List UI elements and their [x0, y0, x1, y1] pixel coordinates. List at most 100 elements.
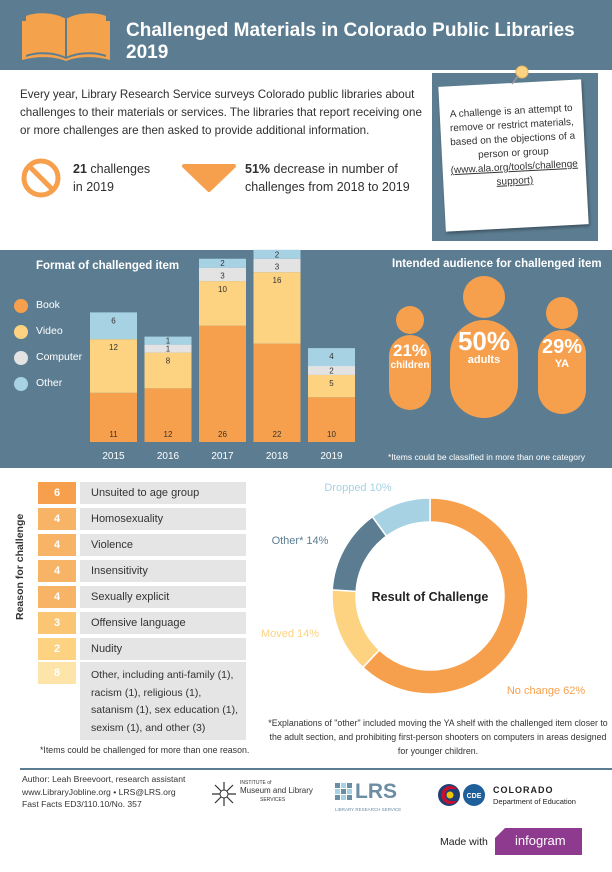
legend-item-other: Other: [14, 376, 94, 392]
fast-facts-id: Fast Facts ED3/110.10/No. 357: [22, 799, 142, 809]
bar-value-label: 3: [275, 263, 280, 272]
reason-label: Insensitivity: [80, 560, 246, 582]
person-head-icon: [463, 276, 505, 318]
reason-label: Offensive language: [80, 612, 246, 634]
donut-label-dropped: Dropped 10%: [324, 482, 391, 494]
challenges-year: in 2019: [73, 180, 115, 194]
imls-logo: INSTITUTE of Museum and Library SERVICES: [210, 780, 313, 810]
bar-segment-video-2016: [144, 352, 192, 389]
person-body-icon: [538, 330, 586, 414]
audience-label-children: children: [390, 360, 430, 371]
audience-pct-adults: 50%: [457, 326, 511, 356]
contact-links[interactable]: www.LibraryJobline.org • LRS@LRS.org: [22, 786, 176, 797]
reason-label-other: Other, including anti-family (1), racism…: [80, 662, 246, 740]
donut-label-no change: No change 62%: [507, 685, 585, 697]
bar-value-label: 5: [329, 379, 334, 388]
format-stacked-bar-chart: 11 12 6 2015 12 8 11 2016 26 10 3 2 2017 22 16 3 2 2018 10…: [90, 249, 355, 462]
bar-segment-other-2016: [144, 336, 192, 345]
donut-label-other: Other* 14%: [272, 535, 329, 547]
bar-segment-computer-2017: [199, 267, 246, 282]
bar-value-label: 2: [329, 366, 334, 375]
footer-divider: [20, 768, 612, 770]
reason-count: 3: [38, 612, 76, 634]
credits: Author: Leah Breevoort, research assista…: [22, 773, 185, 811]
x-tick-label-2019: 2019: [320, 451, 343, 462]
bar-value-label: 2: [275, 250, 280, 259]
audience-label-ya: YA: [554, 358, 570, 370]
x-tick-label-2015: 2015: [102, 451, 125, 462]
reason-label: Violence: [80, 534, 246, 556]
infogram-badge[interactable]: infogram: [495, 828, 582, 855]
reason-count: 4: [38, 534, 76, 556]
open-book-icon: [22, 13, 110, 61]
legend-item-video: Video: [14, 324, 94, 340]
page-title: Challenged Materials in Colorado Public …: [126, 20, 575, 63]
reason-row: 6 Unsuited to age group: [38, 482, 246, 504]
bar-segment-other-2015: [90, 312, 137, 340]
bar-segment-book-2018: [253, 343, 301, 442]
donut-center-title: Result of Challenge: [372, 590, 489, 604]
person-head-icon: [546, 297, 578, 329]
bar-segment-book-2017: [199, 325, 246, 442]
bar-value-label: 3: [220, 272, 225, 281]
reason-label: Unsuited to age group: [80, 482, 246, 504]
audience-pct-children: 21%: [392, 341, 428, 360]
reason-label: Nudity: [80, 638, 246, 660]
made-with-label: Made with: [440, 836, 488, 848]
imls-starburst-icon: [212, 782, 236, 806]
legend-item-computer: Computer: [14, 350, 94, 366]
reason-row: 3 Offensive language: [38, 612, 246, 634]
bar-value-label: 4: [329, 352, 334, 361]
reason-count: 4: [38, 508, 76, 530]
legend-swatch: [14, 299, 28, 313]
definition-text: A challenge is an attempt to remove or r…: [449, 102, 576, 161]
challenges-number: 21: [73, 162, 87, 176]
bar-segment-computer-2018: [253, 258, 301, 273]
lrs-wordmark: LRS: [355, 780, 397, 803]
x-tick-label-2018: 2018: [266, 451, 289, 462]
x-tick-label-2016: 2016: [157, 451, 180, 462]
bar-segment-computer-2016: [144, 344, 192, 353]
bar-value-label: 11: [109, 430, 118, 439]
reason-row: 4 Violence: [38, 534, 246, 556]
legend-swatch: [14, 377, 28, 391]
result-donut-chart: No change 62% Moved 14% Other* 14% Dropped …: [261, 482, 585, 697]
bar-value-label: 1: [166, 337, 171, 346]
bar-segment-book-2019: [308, 397, 355, 442]
audience-footnote: *Items could be classified in more than …: [388, 452, 586, 462]
reason-count: 4: [38, 560, 76, 582]
challenges-unit: challenges: [86, 162, 151, 176]
decrease-line2: challenges from 2018 to 2019: [245, 180, 410, 194]
reason-row: 4 Homosexuality: [38, 508, 246, 530]
bar-value-label: 2: [220, 259, 225, 268]
reason-row: 2 Nudity: [38, 638, 246, 660]
bar-segment-other-2019: [308, 348, 355, 367]
reason-count: 2: [38, 638, 76, 660]
legend-item-book: Book: [14, 298, 94, 314]
reason-footnote: *Items could be challenged for more than…: [40, 745, 250, 755]
legend-label: Book: [36, 299, 60, 311]
bar-value-label: 26: [218, 430, 227, 439]
reason-label: Homosexuality: [80, 508, 246, 530]
person-head-icon: [396, 306, 424, 334]
author-credit: Author: Leah Breevoort, research assista…: [22, 774, 186, 784]
legend-label: Video: [36, 325, 63, 337]
imls-sub: SERVICES: [260, 797, 286, 803]
x-tick-label-2017: 2017: [211, 451, 234, 462]
audience-title: Intended audience for challenged item: [392, 258, 602, 270]
bar-value-label: 1: [166, 345, 171, 354]
bar-segment-video-2019: [308, 374, 355, 398]
reason-axis-label: Reason for challenge: [14, 513, 26, 620]
definition-link[interactable]: (www.ala.org/tools/challenge support): [450, 158, 579, 188]
reason-count: 6: [38, 482, 76, 504]
bar-value-label: 22: [273, 430, 282, 439]
audience-pct-ya: 29%: [541, 336, 583, 358]
lrs-sub: LIBRARY RESEARCH SERVICE: [335, 807, 402, 812]
lrs-logo: LRS LIBRARY RESEARCH SERVICE: [335, 780, 415, 815]
bar-value-label: 8: [166, 357, 171, 366]
bar-segment-video-2015: [90, 339, 137, 393]
legend-label: Computer: [36, 351, 83, 363]
bar-segment-other-2017: [199, 258, 246, 268]
lrs-grid-icon: [335, 783, 352, 800]
legend-swatch: [14, 325, 28, 339]
